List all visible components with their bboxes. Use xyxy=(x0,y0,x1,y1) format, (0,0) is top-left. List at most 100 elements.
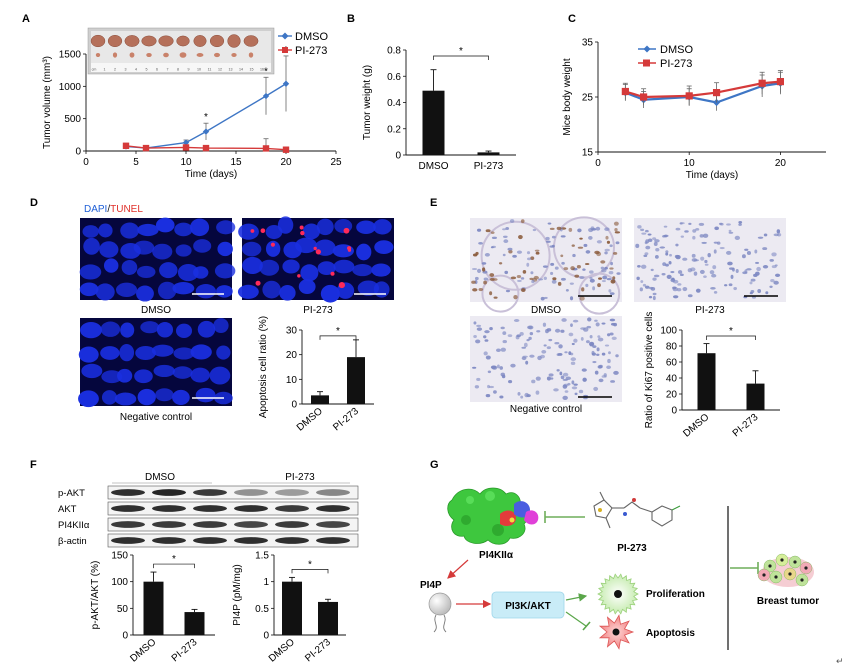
hematoxylin-nucleus xyxy=(608,351,611,355)
hematoxylin-nucleus xyxy=(609,332,614,336)
hematoxylin-nucleus xyxy=(771,252,777,257)
hematoxylin-nucleus xyxy=(609,318,616,322)
hematoxylin-nucleus xyxy=(581,368,587,372)
hematoxylin-nucleus xyxy=(611,336,617,340)
ki67-positive-nucleus xyxy=(576,264,581,269)
nucleus xyxy=(155,217,175,233)
tumor-specimen-dmso xyxy=(176,35,190,47)
compound-structure xyxy=(593,491,681,529)
nucleus xyxy=(174,222,193,237)
caption-d-pi273: PI-273 xyxy=(303,305,333,316)
nucleus xyxy=(357,280,380,296)
y-tick-label-C: 25 xyxy=(582,93,594,104)
caption-e-negative: Negative control xyxy=(510,404,582,415)
ki67-positive-nucleus xyxy=(560,254,564,258)
hematoxylin-nucleus xyxy=(550,377,554,380)
ruler-tick-label: 7 xyxy=(167,68,169,72)
hematoxylin-nucleus xyxy=(591,352,596,356)
hematoxylin-nucleus xyxy=(762,247,768,251)
hematoxylin-nucleus xyxy=(744,248,749,251)
bar-dmso xyxy=(282,581,302,635)
nucleus xyxy=(282,259,300,274)
blot-band xyxy=(316,521,350,528)
hematoxylin-nucleus xyxy=(568,332,574,337)
ki67-positive-nucleus xyxy=(490,231,495,234)
hematoxylin-nucleus xyxy=(487,384,490,389)
hematoxylin-nucleus xyxy=(490,246,494,249)
hematoxylin-nucleus xyxy=(757,288,762,294)
ki67-positive-nucleus xyxy=(598,277,602,280)
nucleus xyxy=(214,263,236,279)
nucleus xyxy=(176,323,193,338)
nucleus xyxy=(83,237,100,255)
nucleus xyxy=(155,388,174,402)
hematoxylin-nucleus xyxy=(592,286,596,291)
hematoxylin-nucleus xyxy=(735,269,739,273)
hematoxylin-nucleus xyxy=(548,338,553,342)
bar-pi-273 xyxy=(477,152,500,155)
data-point-pi273 xyxy=(758,79,766,87)
significance-star: * xyxy=(729,326,733,337)
nucleus xyxy=(259,259,280,276)
hematoxylin-nucleus xyxy=(692,229,697,233)
hematoxylin-nucleus xyxy=(613,370,619,375)
hematoxylin-nucleus xyxy=(560,277,566,281)
y-tick-label-E: 20 xyxy=(666,390,678,401)
hematoxylin-nucleus xyxy=(561,318,567,322)
hematoxylin-nucleus xyxy=(738,223,742,226)
tunel-positive-spot xyxy=(250,229,255,233)
ki67-positive-nucleus xyxy=(612,276,616,280)
hematoxylin-nucleus xyxy=(583,397,588,400)
hematoxylin-nucleus xyxy=(546,328,552,332)
hematoxylin-nucleus xyxy=(545,240,551,243)
caption-d-negative: Negative control xyxy=(120,412,192,423)
y-tick-label-D: 10 xyxy=(286,375,298,386)
nucleus xyxy=(117,368,133,383)
hematoxylin-nucleus xyxy=(568,351,572,356)
hematoxylin-nucleus xyxy=(491,236,497,240)
hematoxylin-nucleus xyxy=(545,236,550,241)
category-label: PI-273 xyxy=(170,637,200,665)
hematoxylin-nucleus xyxy=(557,352,563,356)
caption-e-dmso: DMSO xyxy=(531,305,561,316)
hematoxylin-nucleus xyxy=(774,264,778,267)
hematoxylin-nucleus xyxy=(535,376,541,381)
hematoxylin-nucleus xyxy=(550,271,554,275)
hematoxylin-nucleus xyxy=(564,390,569,393)
hematoxylin-nucleus xyxy=(563,383,569,387)
tumor-specimen-pi273 xyxy=(179,52,187,58)
hematoxylin-nucleus xyxy=(687,294,693,298)
ki67-positive-nucleus xyxy=(579,296,585,301)
ki67-positive-nucleus xyxy=(610,279,616,284)
hematoxylin-nucleus xyxy=(645,285,650,289)
hematoxylin-nucleus xyxy=(572,319,579,323)
bar-dmso xyxy=(143,581,164,635)
hematoxylin-nucleus xyxy=(734,235,741,241)
hematoxylin-nucleus xyxy=(589,343,594,347)
hematoxylin-nucleus xyxy=(473,335,477,339)
tumor-specimen-pi273 xyxy=(146,52,152,58)
hematoxylin-nucleus xyxy=(503,235,508,238)
hematoxylin-nucleus xyxy=(595,226,601,231)
ruler-tick-label: 14 xyxy=(239,68,243,72)
blot-label: β-actin xyxy=(58,536,87,547)
hematoxylin-nucleus xyxy=(606,278,612,281)
tumor-specimen-dmso xyxy=(141,35,157,47)
hematoxylin-nucleus xyxy=(606,365,612,370)
hematoxylin-nucleus xyxy=(679,273,684,277)
blot-band xyxy=(111,505,145,512)
tumor-specimen-pi273 xyxy=(231,52,237,58)
nucleus xyxy=(81,363,103,379)
tunel-positive-spot xyxy=(270,242,275,247)
nucleus xyxy=(79,282,99,297)
hematoxylin-nucleus xyxy=(600,266,605,270)
hematoxylin-nucleus xyxy=(520,395,524,399)
ruler-tick-label: 9 xyxy=(188,68,190,72)
hematoxylin-nucleus xyxy=(549,245,554,248)
hematoxylin-nucleus xyxy=(551,235,556,239)
hematoxylin-nucleus xyxy=(698,222,705,226)
hematoxylin-nucleus xyxy=(597,365,603,369)
hematoxylin-nucleus xyxy=(773,280,779,285)
panel-letter-a: A xyxy=(22,13,30,25)
hematoxylin-nucleus xyxy=(585,340,590,344)
